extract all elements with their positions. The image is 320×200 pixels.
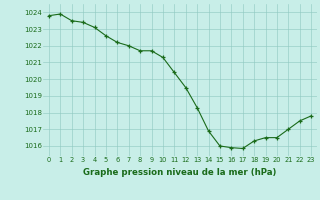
X-axis label: Graphe pression niveau de la mer (hPa): Graphe pression niveau de la mer (hPa) <box>83 168 277 177</box>
